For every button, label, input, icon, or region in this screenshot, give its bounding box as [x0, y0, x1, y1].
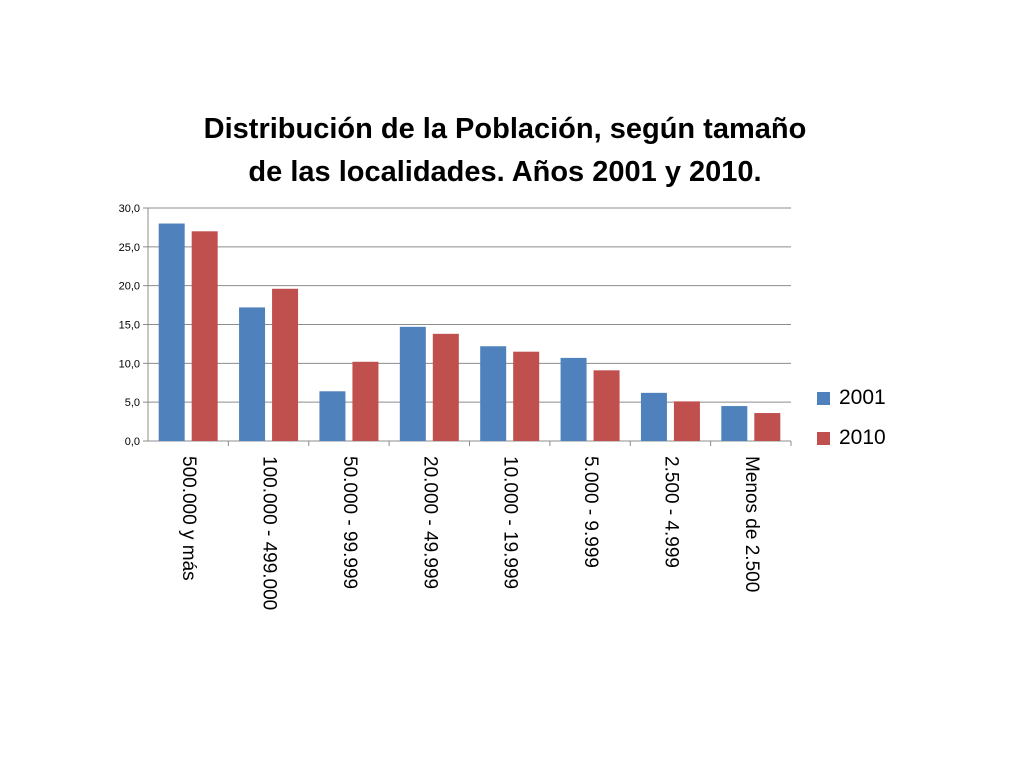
bar-2010-6 [593, 370, 620, 441]
bar-2001-3 [319, 391, 346, 441]
legend-item-2010: 2010 [817, 418, 886, 458]
bar-2001-4 [399, 326, 426, 441]
x-category-label: 500.000 y más [178, 456, 199, 581]
bar-2010-2 [272, 288, 299, 441]
legend-item-2001: 2001 [817, 378, 886, 418]
legend: 2001 2010 [817, 378, 886, 458]
bar-2001-8 [721, 406, 748, 441]
y-tick-label: 10,0 [119, 358, 140, 370]
bar-2010-7 [673, 401, 700, 441]
chart-title-line-1: Distribución de la Población, según tama… [203, 113, 807, 145]
y-tick-label: 5,0 [125, 397, 140, 409]
x-category-label: 50.000 - 99.999 [339, 456, 360, 589]
bar-2010-3 [352, 361, 379, 441]
bar-2001-7 [640, 392, 667, 441]
y-tick-label: 20,0 [119, 281, 140, 293]
x-category-label: 2.500 - 4.999 [660, 456, 681, 568]
chart-title: Distribución de la Población, según tama… [150, 108, 860, 194]
bar-2001-1 [158, 223, 185, 441]
legend-label-2010: 2010 [839, 426, 886, 449]
y-tick-label: 15,0 [119, 320, 140, 332]
bar-2001-2 [239, 307, 266, 441]
bar-2001-5 [480, 346, 507, 441]
x-category-label: 5.000 - 9.999 [580, 456, 601, 568]
x-category-label: Menos de 2.500 [741, 456, 762, 592]
y-tick-label: 30,0 [119, 203, 140, 215]
legend-label-2001: 2001 [839, 386, 886, 409]
bar-2010-4 [432, 333, 459, 441]
chart-title-line-2: de las localidades. Años 2001 y 2010. [248, 156, 762, 188]
y-tick-label: 0,0 [125, 436, 140, 448]
x-category-label: 10.000 - 19.999 [500, 456, 521, 589]
bar-2010-8 [754, 413, 781, 441]
legend-swatch-2010 [817, 431, 830, 445]
y-tick-label: 25,0 [119, 242, 140, 254]
bar-2010-1 [191, 231, 218, 441]
bar-2010-5 [513, 351, 540, 441]
x-category-label: 20.000 - 49.999 [419, 456, 440, 589]
x-category-label: 100.000 - 499.000 [259, 456, 280, 610]
bar-2001-6 [560, 357, 587, 441]
legend-swatch-2001 [817, 391, 830, 405]
